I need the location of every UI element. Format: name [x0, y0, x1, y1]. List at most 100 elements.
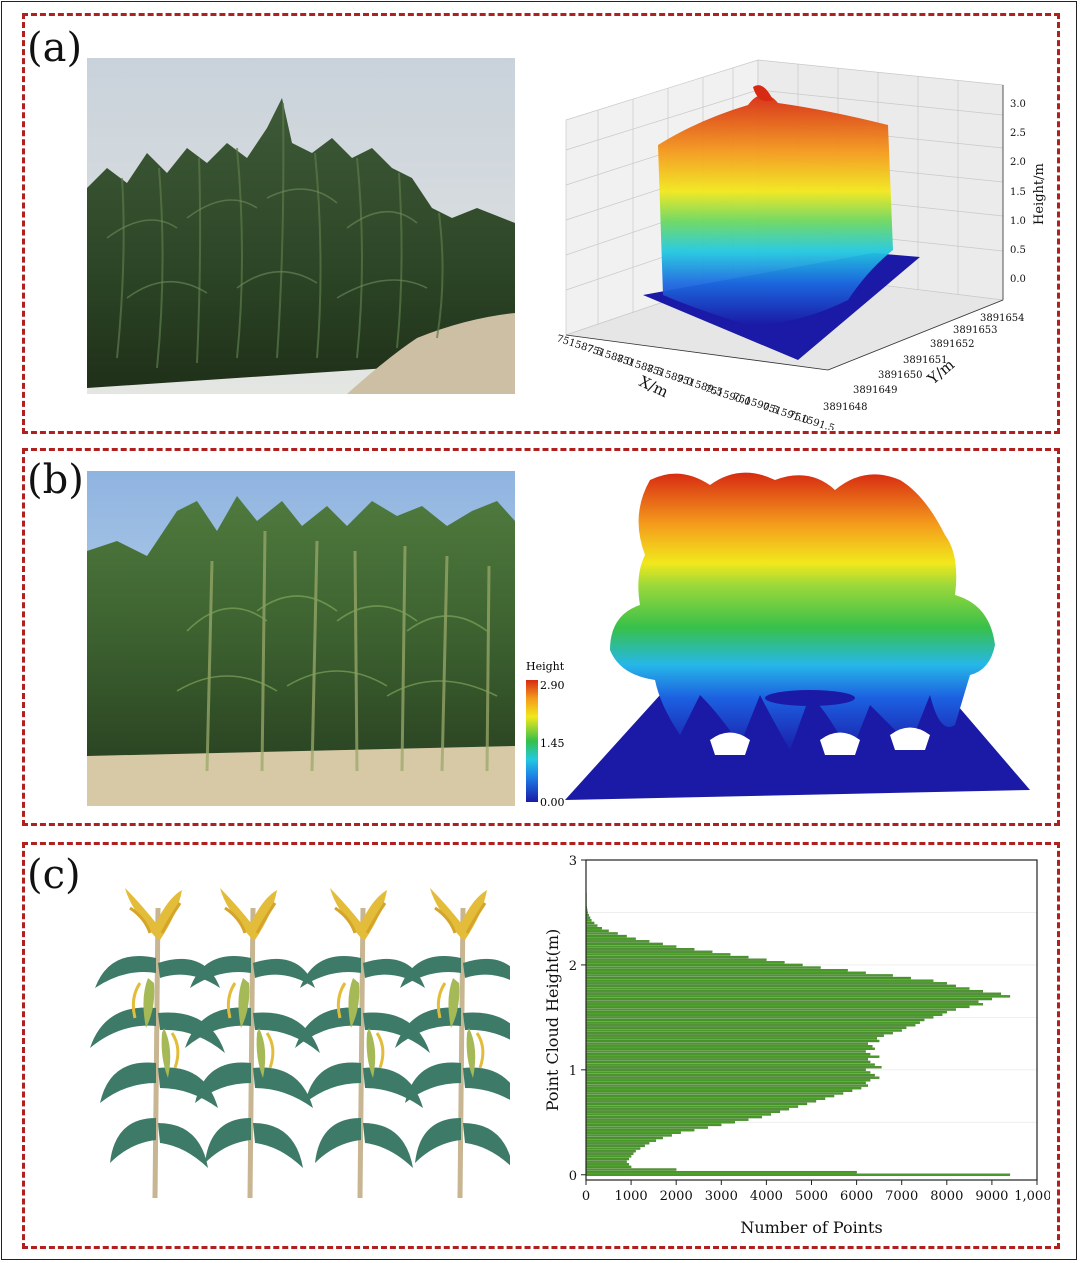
histogram-bar: [585, 955, 749, 959]
histogram-bar: [585, 1060, 871, 1064]
histogram-bar: [585, 992, 1002, 995]
histogram-bar: [585, 1131, 681, 1134]
histogram-bar: [585, 940, 650, 943]
histogram-bar: [585, 1008, 956, 1011]
z-tick: 1.0: [1010, 216, 1026, 227]
histogram-bar: [585, 974, 893, 977]
histogram-bar: [585, 1160, 627, 1163]
histogram-bar: [585, 953, 731, 956]
histogram-bar: [585, 1047, 875, 1051]
histogram-bar: [585, 1155, 632, 1158]
histogram-bar: [585, 1136, 663, 1140]
histogram-bar: [585, 1026, 907, 1030]
histogram-bar: [585, 1000, 979, 1003]
histogram-bar: [585, 1076, 880, 1079]
y-tick: 3891651: [903, 355, 948, 366]
histogram-bar: [585, 1010, 947, 1014]
z-tick: 2.0: [1010, 157, 1026, 168]
histogram-bar: [585, 924, 598, 927]
histogram-bar: [585, 966, 821, 969]
histogram-bar: [585, 1034, 884, 1037]
histogram-bar: [585, 945, 677, 948]
y-tick: 3891654: [980, 313, 1025, 324]
histogram-bar: [585, 929, 609, 933]
colorbar-gradient: [526, 680, 538, 802]
histogram-bar: [585, 1152, 634, 1155]
histogram-bar: [585, 919, 592, 922]
x-tick-label: 9000: [975, 1189, 1008, 1204]
histogram-bar: [585, 982, 947, 985]
histogram-bar: [585, 934, 627, 938]
x-tick-label: 4000: [750, 1189, 783, 1204]
histogram-bar: [585, 1055, 880, 1058]
histogram-bar: [585, 1110, 781, 1113]
y-tick-label: 1: [569, 1064, 577, 1079]
histogram-bar: [585, 1094, 835, 1098]
histogram-bar: [585, 979, 934, 982]
x-tick-label: 6000: [840, 1189, 873, 1204]
histogram-bar: [585, 1097, 826, 1100]
x-tick-label: 5000: [795, 1189, 828, 1204]
histogram-bar: [585, 1118, 749, 1121]
histogram-bar: [585, 1168, 677, 1171]
histogram-bar: [585, 1126, 708, 1129]
histogram-bar: [585, 1173, 1011, 1176]
x-tick-label: 1000: [615, 1189, 648, 1204]
histogram-bar: [585, 961, 785, 964]
histogram-bar: [585, 1105, 799, 1108]
y-tick: 3891653: [953, 325, 998, 336]
histogram-bar: [585, 1050, 866, 1053]
histogram-bar: [585, 963, 803, 967]
histogram-bar: [585, 1031, 893, 1035]
histogram-bar: [585, 1071, 871, 1074]
histogram-bar: [585, 958, 767, 961]
histogram-bar: [585, 984, 956, 988]
histogram-bar: [585, 1092, 844, 1095]
histogram-bar: [585, 1139, 657, 1142]
z-tick: 0.5: [1010, 245, 1026, 256]
histogram-bar: [585, 1016, 934, 1019]
histogram-bar: [585, 1142, 650, 1145]
histogram-bar: [585, 1163, 629, 1166]
histogram-bar: [585, 995, 1011, 998]
histogram-bar: [585, 1068, 866, 1072]
histogram-bar: [585, 1128, 695, 1132]
histogram-bar: [585, 942, 663, 946]
histogram-bar: [585, 1084, 869, 1087]
histogram-bar: [585, 1045, 873, 1048]
z-tick: 2.5: [1010, 128, 1026, 139]
histogram-bar: [585, 989, 984, 993]
panel-a-box: [22, 13, 1060, 434]
histogram-bar: [585, 937, 636, 940]
x-tick-label: 2000: [660, 1189, 693, 1204]
histogram-bar: [585, 1102, 808, 1106]
histogram-bar: [585, 1134, 672, 1137]
point-cloud-side-view: [565, 472, 1030, 800]
colorbar-title: Height: [526, 660, 565, 673]
histogram-bar: [585, 1037, 878, 1040]
histogram-bar: [585, 916, 591, 919]
x-axis-label: Number of Points: [740, 1218, 882, 1237]
histogram-bar: [585, 950, 713, 953]
histogram-bar: [585, 1170, 857, 1174]
z-axis-label: Height/m: [1032, 163, 1047, 225]
histogram-bar: [585, 1089, 853, 1093]
histogram-bar: [585, 1081, 866, 1085]
histogram-bar: [585, 1039, 880, 1043]
y-tick: 3891650: [878, 370, 923, 381]
y-tick-label: 3: [569, 854, 577, 869]
histogram-bar: [585, 1147, 641, 1150]
histogram-bar: [585, 1144, 645, 1148]
maize-field-photo-b: [87, 471, 515, 806]
panel-c-label: (c): [27, 852, 81, 898]
histogram-bar: [585, 1018, 925, 1022]
histogram-bar: [585, 932, 618, 935]
y-tick: 3891649: [853, 385, 898, 396]
panel-a-label: (a): [27, 25, 83, 71]
histogram-bar: [585, 1005, 970, 1009]
colorbar-max: 2.90: [540, 679, 565, 692]
height-colorbar: Height 2.90 1.45 0.00: [523, 660, 583, 810]
panel-b-box: [22, 448, 1060, 826]
